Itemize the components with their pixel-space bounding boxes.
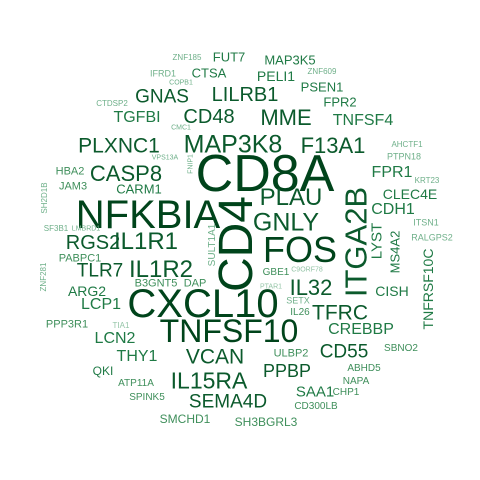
- word-tia1: TIA1: [112, 321, 130, 330]
- word-peli1: PELI1: [256, 68, 296, 84]
- word-carm1: CARM1: [116, 181, 162, 197]
- word-jam3: JAM3: [58, 180, 88, 193]
- word-psen1: PSEN1: [300, 79, 344, 95]
- word-cish: CISH: [375, 283, 409, 299]
- word-ppp3r1: PPP3R1: [45, 318, 89, 331]
- word-c9orf78: C9ORF78: [291, 266, 323, 274]
- word-fnip1: FNIP1: [187, 154, 195, 174]
- word-setx: SETX: [286, 295, 310, 306]
- word-ptpn18: PTPN18: [386, 151, 422, 162]
- word-cdh1: CDH1: [371, 201, 415, 218]
- word-sf3b1: SF3B1: [43, 224, 69, 233]
- word-krt23: KRT23: [414, 176, 440, 185]
- word-sult1a1: SULT1A1: [207, 223, 218, 267]
- word-sbno2: SBNO2: [384, 343, 418, 354]
- word-b3gnt5: B3GNT5: [134, 277, 178, 290]
- word-gnas: GNAS: [135, 86, 189, 108]
- word-cd300lb: CD300LB: [294, 401, 338, 412]
- word-vps13a: VPS13A: [151, 154, 179, 162]
- word-dap: DAP: [183, 277, 207, 290]
- word-ctsa: CTSA: [191, 65, 227, 81]
- word-copb1: COPB1: [169, 79, 193, 87]
- word-plau: PLAU: [259, 184, 323, 211]
- word-chp1: CHP1: [332, 387, 360, 398]
- word-znf609: ZNF609: [307, 67, 337, 76]
- word-clec4e: CLEC4E: [382, 186, 438, 202]
- word-vcan: VCAN: [185, 345, 245, 369]
- word-znf281: ZNF281: [39, 262, 48, 292]
- word-ralgps2: RALGPS2: [411, 232, 453, 243]
- word-itsn1: ITSN1: [413, 217, 439, 228]
- word-casp8: CASP8: [89, 161, 163, 186]
- word-crebbp: CREBBP: [328, 321, 394, 338]
- word-cmc1: CMC1: [171, 124, 191, 132]
- word-cxcl10: CXCL10: [127, 282, 279, 326]
- word-atp11a: ATP11A: [118, 378, 154, 389]
- word-ifrd1: IFRD1: [149, 68, 177, 79]
- word-tfrc: TFRC: [312, 301, 368, 325]
- word-tnfrsf10c: TNFRSF10C: [420, 248, 436, 330]
- word-hba2: HBA2: [55, 165, 85, 178]
- word-rgs2: RGS2: [65, 232, 121, 254]
- word-ahctf1: AHCTF1: [391, 140, 423, 149]
- word-sema4d: SEMA4D: [188, 391, 268, 413]
- word-cd8a: CD8A: [195, 145, 335, 203]
- word-gbe1: GBE1: [262, 267, 290, 278]
- word-il1r2: IL1R2: [128, 256, 194, 283]
- word-mme: MME: [260, 105, 312, 130]
- word-znf185: ZNF185: [172, 53, 202, 62]
- word-lyst: LYST: [368, 222, 386, 260]
- word-napa: NAPA: [342, 376, 370, 387]
- word-il32: IL32: [289, 275, 333, 300]
- word-fpr1: FPR1: [371, 164, 413, 181]
- word-map3k8: MAP3K8: [183, 130, 283, 159]
- word-il15ra: IL15RA: [170, 367, 248, 394]
- word-lmbrd1: LMBRD1: [71, 225, 101, 233]
- word-pabpc1: PABPC1: [58, 252, 102, 265]
- word-sh3bgrl3: SH3BGRL3: [234, 415, 298, 429]
- word-cd48: CD48: [183, 106, 235, 128]
- word-arg2: ARG2: [67, 283, 107, 299]
- word-itga2b: ITGA2B: [338, 186, 374, 298]
- word-cd55: CD55: [319, 341, 369, 363]
- word-spink5: SPINK5: [129, 392, 165, 403]
- word-plxnc1: PLXNC1: [78, 134, 160, 158]
- word-fpr2: FPR2: [323, 94, 357, 110]
- word-lilrb1: LILRB1: [211, 84, 279, 106]
- word-sh2d1b: SH2D1B: [40, 182, 49, 214]
- word-ulbp2: ULBP2: [273, 347, 309, 360]
- word-lcn2: LCN2: [94, 330, 136, 347]
- word-il26: IL26: [290, 307, 310, 318]
- word-gnly: GNLY: [252, 208, 320, 237]
- word-lcp1: LCP1: [80, 296, 122, 313]
- word-tgfbi: TGFBI: [113, 109, 161, 126]
- word-ppbp: PPBP: [262, 361, 312, 381]
- word-tnfsf10: TNFSF10: [159, 313, 299, 349]
- word-saa1: SAA1: [295, 383, 335, 401]
- word-fut7: FUT7: [212, 49, 246, 65]
- word-map3k5: MAP3K5: [264, 52, 316, 68]
- word-smchd1: SMCHD1: [159, 412, 211, 426]
- word-ptar1: PTAR1: [259, 283, 283, 291]
- word-nfkbia: NFKBIA: [75, 193, 221, 237]
- word-fos: FOS: [262, 229, 338, 270]
- word-tlr7: TLR7: [76, 260, 124, 282]
- word-thy1: THY1: [116, 348, 158, 365]
- word-tnfsf4: TNFSF4: [332, 112, 394, 129]
- word-qki: QKI: [92, 364, 114, 378]
- word-f13a1: F13A1: [300, 133, 366, 158]
- word-ms4a2: MS4A2: [387, 230, 403, 274]
- word-il1r1: IL1R1: [113, 228, 179, 255]
- word-ctdsp2: CTDSP2: [96, 99, 128, 108]
- word-abhd5: ABHD5: [347, 363, 381, 374]
